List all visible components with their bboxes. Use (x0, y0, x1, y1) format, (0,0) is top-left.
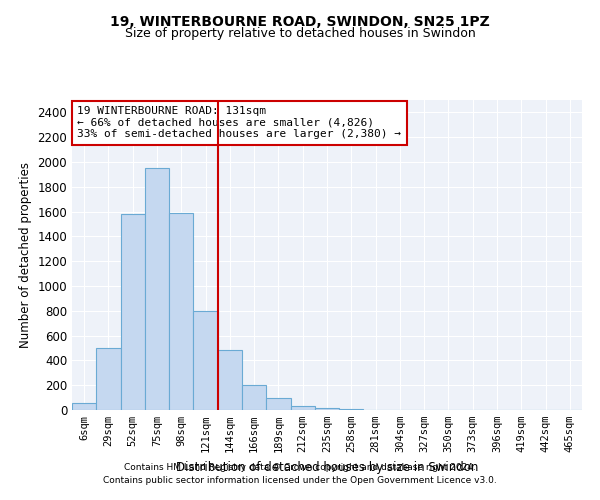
Text: Contains public sector information licensed under the Open Government Licence v3: Contains public sector information licen… (103, 476, 497, 485)
X-axis label: Distribution of detached houses by size in Swindon: Distribution of detached houses by size … (176, 460, 478, 473)
Bar (72, 403, 96, 410)
Bar (193, 311, 218, 410)
Y-axis label: Number of detached properties: Number of detached properties (19, 162, 32, 348)
Text: 19 WINTERBOURNE ROAD: 131sqm
← 66% of detached houses are smaller (4,826)
33% of: 19 WINTERBOURNE ROAD: 131sqm ← 66% of de… (77, 106, 401, 140)
Bar (145, 168, 169, 410)
Bar (242, 385, 266, 410)
Text: Contains HM Land Registry data © Crown copyright and database right 2024.: Contains HM Land Registry data © Crown c… (124, 464, 476, 472)
Bar (290, 406, 315, 410)
Text: Size of property relative to detached houses in Swindon: Size of property relative to detached ho… (125, 28, 475, 40)
Bar (96, 348, 121, 410)
Bar (169, 213, 193, 410)
Bar (315, 408, 339, 410)
Bar (218, 350, 242, 410)
Bar (266, 398, 290, 410)
Bar (121, 214, 145, 410)
Text: 19, WINTERBOURNE ROAD, SWINDON, SN25 1PZ: 19, WINTERBOURNE ROAD, SWINDON, SN25 1PZ (110, 15, 490, 29)
